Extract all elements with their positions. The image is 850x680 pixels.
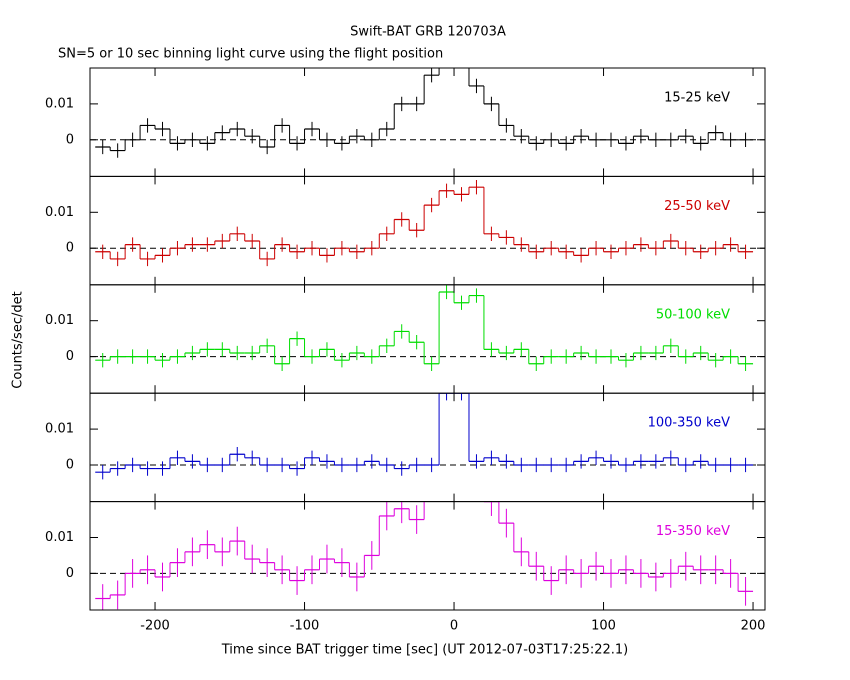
panel-label: 50-100 keV	[656, 307, 730, 322]
panel	[90, 393, 765, 480]
panel-frame	[89, 284, 766, 394]
x-tick-label: -100	[290, 619, 320, 634]
panel	[90, 501, 765, 611]
x-axis-label: Time since BAT trigger time [sec] (UT 20…	[221, 643, 628, 658]
y-tick-label: 0.01	[45, 422, 74, 437]
panel-label: 100-350 keV	[648, 416, 731, 431]
x-tick-label: 0	[450, 619, 458, 634]
y-tick-label: 0.01	[45, 205, 74, 220]
panel-frame	[89, 392, 766, 503]
chart-title: Swift-BAT GRB 120703A	[350, 25, 506, 40]
panel-label: 25-50 keV	[664, 199, 730, 214]
panel-label: 15-350 keV	[656, 524, 730, 539]
y-tick-label: 0.01	[45, 530, 74, 545]
y-tick-label: 0	[66, 349, 74, 364]
panel-frame	[89, 67, 766, 177]
y-tick-label: 0.01	[45, 313, 74, 328]
y-tick-label: 0	[66, 566, 74, 581]
y-axis-label: Counts/sec/det	[11, 291, 26, 388]
x-tick-label: -200	[140, 619, 170, 634]
panel	[90, 68, 765, 158]
y-tick-label: 0	[66, 132, 74, 147]
y-tick-label: 0.01	[45, 96, 74, 111]
panel	[90, 179, 765, 267]
y-tick-label: 0	[66, 457, 74, 472]
x-tick-label: 100	[591, 619, 616, 634]
y-tick-label: 0	[66, 241, 74, 256]
panel-label: 15-25 keV	[664, 91, 730, 106]
panel-frame	[89, 501, 766, 611]
panel-frame	[89, 175, 766, 286]
panel	[90, 284, 765, 371]
x-tick-label: 200	[741, 619, 766, 634]
chart-subtitle: SN=5 or 10 sec binning light curve using…	[58, 47, 443, 62]
